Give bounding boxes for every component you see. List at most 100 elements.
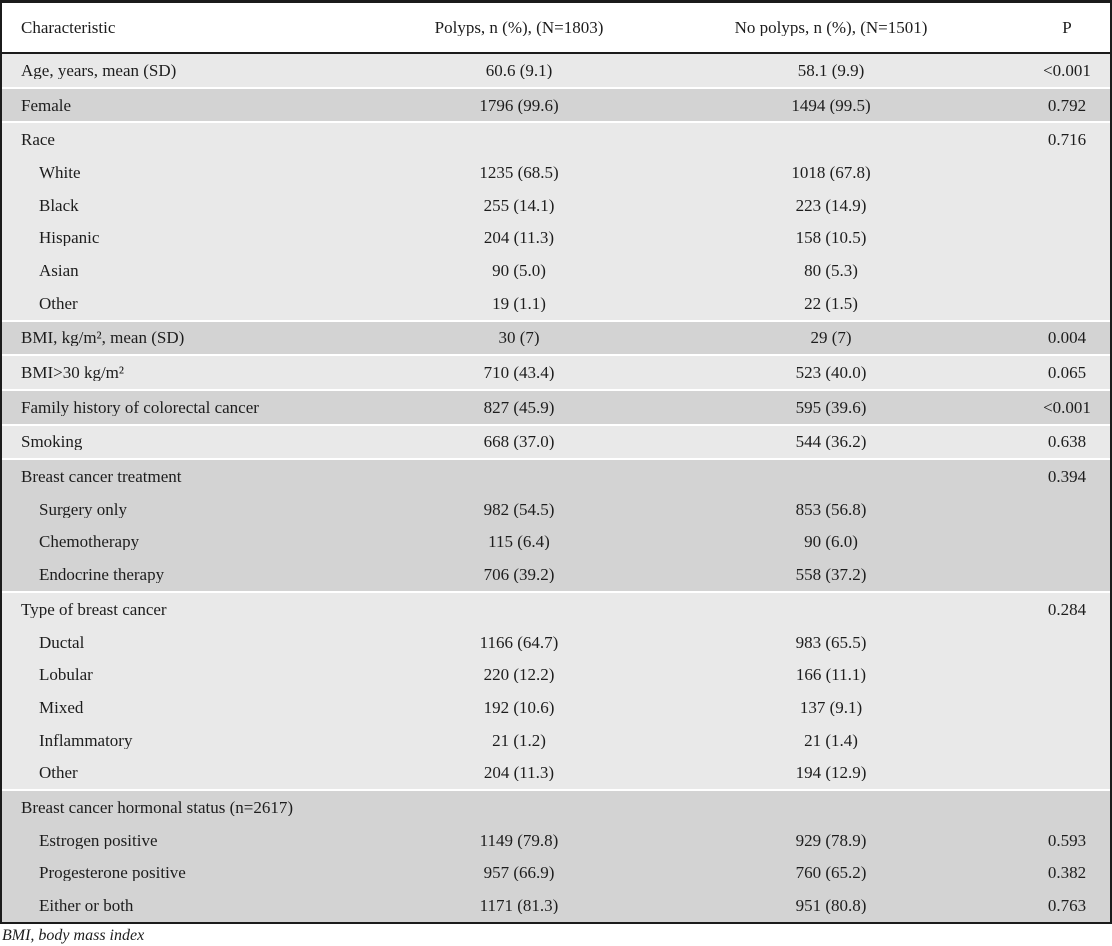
table-group: Smoking 668 (37.0) 544 (36.2) 0.638 (2, 423, 1110, 459)
table-row: Ductal 1166 (64.7) 983 (65.5) (2, 626, 1110, 659)
p-value: 0.763 (1047, 897, 1087, 915)
no-polyps-value: 595 (39.6) (795, 398, 867, 416)
no-polyps-value: 929 (78.9) (795, 831, 867, 849)
table-footnote: BMI, body mass index (2, 926, 145, 944)
polyps-value: 668 (37.0) (483, 433, 555, 451)
table-row: Breast cancer treatment 0.394 (2, 460, 1110, 493)
no-polyps-value: 558 (37.2) (795, 566, 867, 584)
table-row: Type of breast cancer 0.284 (2, 593, 1110, 626)
row-label: Estrogen positive (39, 831, 158, 849)
row-label: Mixed (39, 698, 84, 716)
row-label: Smoking (21, 433, 83, 451)
no-polyps-value: 951 (80.8) (795, 897, 867, 915)
table-row: Lobular 220 (12.2) 166 (11.1) (2, 658, 1110, 691)
row-label: Hispanic (39, 229, 100, 247)
no-polyps-value: 853 (56.8) (795, 500, 867, 518)
table-row: Age, years, mean (SD) 60.6 (9.1) 58.1 (9.9… (2, 54, 1110, 87)
polyps-value: 710 (43.4) (483, 364, 555, 382)
p-value: 0.716 (1047, 131, 1087, 149)
row-label: Inflammatory (39, 731, 133, 749)
table-row: Asian 90 (5.0) 80 (5.3) (2, 254, 1110, 287)
row-label: Other (39, 294, 78, 312)
row-label: Breast cancer hormonal status (n=2617) (21, 798, 294, 816)
header-no-polyps: No polyps, n (%), (N=1501) (734, 19, 928, 36)
row-label: Breast cancer treatment (21, 468, 182, 486)
polyps-value: 90 (5.0) (492, 261, 546, 279)
row-label: Other (39, 764, 78, 782)
p-value: <0.001 (1043, 398, 1091, 416)
header-polyps: Polyps, n (%), (N=1803) (434, 19, 604, 36)
table-row: Hispanic 204 (11.3) 158 (10.5) (2, 221, 1110, 254)
table-group: Race 0.716 White 1235 (68.5) 1018 (67.8) Blac… (2, 121, 1110, 320)
p-value: 0.382 (1047, 864, 1087, 882)
table-row: Chemotherapy 115 (6.4) 90 (6.0) (2, 526, 1110, 559)
polyps-value: 115 (6.4) (488, 533, 550, 551)
table-group: BMI, kg/m², mean (SD) 30 (7) 29 (7) 0.004 (2, 319, 1110, 355)
table-group: Female 1796 (99.6) 1494 (99.5) 0.792 (2, 86, 1110, 122)
no-polyps-value: 80 (5.3) (804, 261, 858, 279)
polyps-value: 255 (14.1) (483, 196, 555, 214)
polyps-value: 192 (10.6) (483, 698, 555, 716)
table-row: Progesterone positive 957 (66.9) 760 (65.2… (2, 857, 1110, 890)
row-label: Asian (39, 261, 79, 279)
polyps-value: 957 (66.9) (483, 864, 555, 882)
no-polyps-value: 29 (7) (810, 329, 852, 347)
p-value: 0.638 (1047, 433, 1087, 451)
row-label: Age, years, mean (SD) (21, 61, 177, 79)
no-polyps-value: 223 (14.9) (795, 196, 867, 214)
table-row: Either or both 1171 (81.3) 951 (80.8) 0.763 (2, 889, 1110, 922)
row-label: Lobular (39, 666, 93, 684)
table-row: Endocrine therapy 706 (39.2) 558 (37.2) (2, 558, 1110, 591)
no-polyps-value: 166 (11.1) (795, 666, 867, 684)
polyps-value: 220 (12.2) (483, 666, 555, 684)
table-group: BMI>30 kg/m² 710 (43.4) 523 (40.0) 0.065 (2, 354, 1110, 389)
table-body: Age, years, mean (SD) 60.6 (9.1) 58.1 (9.9… (2, 54, 1110, 922)
header-characteristic: Characteristic (21, 19, 116, 36)
table-row: White 1235 (68.5) 1018 (67.8) (2, 156, 1110, 189)
polyps-value: 30 (7) (498, 329, 540, 347)
row-label: Female (21, 96, 72, 114)
table-row: Other 19 (1.1) 22 (1.5) (2, 287, 1110, 320)
row-label: Endocrine therapy (39, 566, 165, 584)
table-row: Family history of colorectal cancer 827 (… (2, 391, 1110, 424)
table-group: Age, years, mean (SD) 60.6 (9.1) 58.1 (9.9… (2, 54, 1110, 87)
no-polyps-value: 158 (10.5) (795, 229, 867, 247)
p-value: 0.394 (1047, 468, 1087, 486)
no-polyps-value: 22 (1.5) (804, 294, 858, 312)
polyps-value: 204 (11.3) (483, 764, 555, 782)
row-label: Progesterone positive (39, 864, 186, 882)
row-label: Family history of colorectal cancer (21, 398, 259, 416)
row-label: Black (39, 196, 79, 214)
no-polyps-value: 137 (9.1) (799, 698, 863, 716)
polyps-value: 204 (11.3) (483, 229, 555, 247)
table-group: Family history of colorectal cancer 827 (… (2, 388, 1110, 424)
table-row: Surgery only 982 (54.5) 853 (56.8) (2, 493, 1110, 526)
polyps-value: 982 (54.5) (483, 500, 555, 518)
row-label: Type of breast cancer (21, 600, 167, 618)
no-polyps-value: 544 (36.2) (795, 433, 867, 451)
polyps-value: 1149 (79.8) (479, 831, 559, 849)
no-polyps-value: 983 (65.5) (795, 633, 867, 651)
polyps-value: 1235 (68.5) (479, 163, 559, 181)
polyps-value: 1796 (99.6) (479, 96, 559, 114)
table-row: Mixed 192 (10.6) 137 (9.1) (2, 691, 1110, 724)
p-value: 0.004 (1047, 329, 1087, 347)
table-row: Breast cancer hormonal status (n=2617) (2, 791, 1110, 824)
row-label: Ductal (39, 633, 85, 651)
polyps-value: 1166 (64.7) (479, 633, 559, 651)
no-polyps-value: 194 (12.9) (795, 764, 867, 782)
row-label: Surgery only (39, 500, 127, 518)
p-value: <0.001 (1043, 61, 1091, 79)
no-polyps-value: 760 (65.2) (795, 864, 867, 882)
row-label: BMI>30 kg/m² (21, 364, 124, 382)
polyps-value: 21 (1.2) (492, 731, 546, 749)
polyps-value: 706 (39.2) (483, 566, 555, 584)
row-label: Either or both (39, 897, 134, 915)
no-polyps-value: 1494 (99.5) (791, 96, 871, 114)
no-polyps-value: 1018 (67.8) (791, 163, 871, 181)
row-label: Chemotherapy (39, 533, 140, 551)
p-value: 0.065 (1047, 364, 1087, 382)
table-row: Inflammatory 21 (1.2) 21 (1.4) (2, 724, 1110, 757)
table-group: Breast cancer treatment 0.394 Surgery only… (2, 458, 1110, 591)
